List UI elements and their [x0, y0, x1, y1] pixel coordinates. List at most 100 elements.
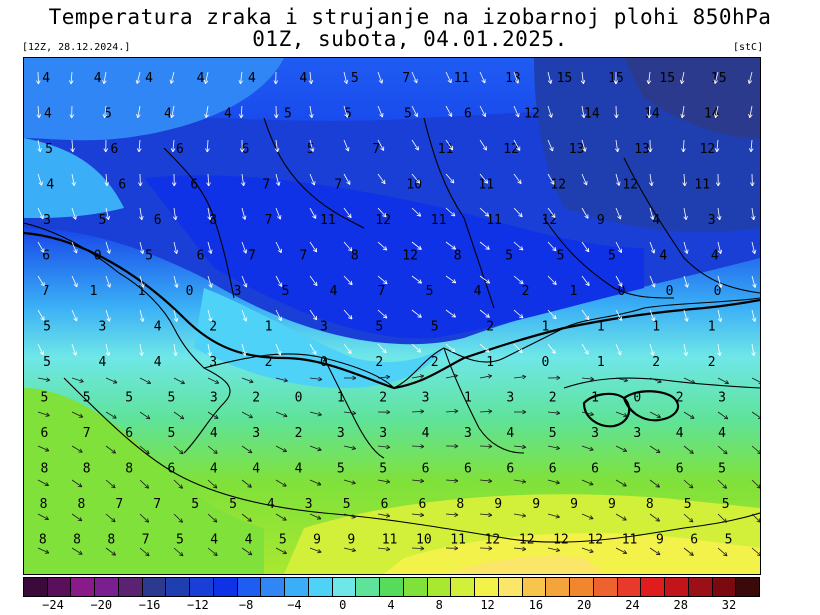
- wind-arrow-icon: [411, 241, 422, 250]
- wind-arrow-head: [352, 547, 356, 552]
- wind-arrow-head: [719, 351, 722, 357]
- wind-arrow-head: [420, 444, 425, 447]
- wind-arrow-head: [754, 249, 757, 254]
- wind-arrow-icon: [683, 173, 686, 187]
- wind-arrow-head: [647, 114, 650, 119]
- contour-value-label: 14: [584, 107, 600, 122]
- legend-swatch: [331, 577, 357, 597]
- wind-arrow-icon: [681, 71, 685, 84]
- wind-arrow-icon: [173, 241, 178, 254]
- wind-arrow-icon: [411, 445, 425, 447]
- wind-arrow-head: [624, 412, 628, 417]
- wind-arrow-head: [488, 514, 493, 518]
- contour-value-label: 4: [474, 284, 482, 299]
- wind-arrow-head: [147, 484, 150, 489]
- contour-value-label: 9: [608, 497, 616, 512]
- wind-arrow-head: [624, 549, 628, 554]
- contour-value-label: 7: [153, 497, 161, 512]
- contour-value-label: 3: [506, 391, 514, 406]
- wind-arrow-head: [386, 513, 391, 517]
- wind-arrow-icon: [547, 343, 556, 354]
- wind-arrow-icon: [136, 71, 141, 84]
- wind-arrow-head: [312, 216, 317, 219]
- wind-arrow-icon: [513, 173, 522, 184]
- wind-arrow-icon: [717, 547, 728, 557]
- contour-value-label: 4: [422, 426, 430, 441]
- wind-arrow-icon: [479, 309, 490, 318]
- legend-tick-label: −24: [42, 598, 64, 612]
- contour-value-label: 12: [402, 249, 418, 264]
- wind-arrow-head: [658, 413, 661, 418]
- wind-arrow-head: [518, 351, 523, 354]
- contour-value-label: 8: [209, 213, 217, 228]
- wind-arrow-icon: [377, 241, 388, 251]
- wind-arrow-head: [556, 377, 561, 381]
- wind-arrow-icon: [173, 309, 178, 322]
- wind-arrow-icon: [445, 105, 453, 117]
- wind-arrow-head: [522, 446, 527, 450]
- wind-arrow-icon: [682, 139, 685, 153]
- wind-arrow-icon: [71, 241, 78, 254]
- wind-arrow-head: [747, 79, 750, 84]
- wind-arrow-head: [111, 554, 116, 556]
- wind-arrow-icon: [309, 479, 322, 486]
- wind-arrow-icon: [547, 309, 557, 320]
- contour-value-label: 5: [505, 249, 513, 264]
- wind-arrow-head: [623, 415, 628, 418]
- wind-arrow-head: [181, 484, 183, 489]
- wind-arrow-icon: [71, 479, 83, 488]
- wind-arrow-head: [653, 317, 656, 322]
- wind-arrow-head: [347, 351, 352, 354]
- wind-arrow-icon: [275, 377, 288, 382]
- wind-arrow-head: [179, 452, 184, 455]
- wind-arrow-head: [454, 514, 459, 517]
- wind-arrow-icon: [749, 105, 753, 118]
- contour-value-label: 11: [431, 213, 447, 228]
- wind-arrow-icon: [513, 275, 524, 285]
- wind-arrow-head: [521, 515, 526, 518]
- wind-arrow-head: [144, 520, 149, 523]
- wind-arrow-head: [36, 114, 40, 119]
- wind-arrow-head: [105, 216, 109, 220]
- wind-arrow-head: [273, 80, 277, 85]
- legend-swatch: [426, 577, 452, 597]
- wind-arrow-head: [45, 379, 50, 382]
- wind-arrow-head: [683, 352, 687, 357]
- wind-arrow-head: [648, 80, 652, 85]
- wind-arrow-icon: [547, 105, 552, 118]
- wind-arrow-head: [653, 351, 655, 356]
- wind-arrow-head: [416, 350, 421, 353]
- wind-arrow-icon: [547, 207, 556, 218]
- wind-arrow-head: [420, 548, 425, 551]
- wind-arrow-head: [657, 381, 662, 384]
- wind-arrow-head: [245, 317, 248, 322]
- wind-arrow-icon: [377, 376, 390, 379]
- wind-arrow-icon: [581, 377, 594, 380]
- wind-arrow-head: [522, 479, 527, 483]
- wind-arrow-head: [240, 80, 244, 85]
- wind-arrow-head: [318, 481, 322, 486]
- wind-arrow-icon: [649, 275, 655, 288]
- contour-value-label: 5: [43, 320, 51, 335]
- contour-value-label: 9: [570, 497, 578, 512]
- wind-arrow-icon: [240, 71, 243, 84]
- wind-arrow-icon: [172, 139, 175, 152]
- wind-arrow-head: [46, 377, 51, 381]
- wind-arrow-icon: [411, 71, 418, 84]
- wind-arrow-head: [147, 518, 150, 523]
- wind-arrow-head: [757, 452, 760, 454]
- wind-arrow-icon: [683, 479, 694, 489]
- wind-arrow-head: [522, 513, 527, 517]
- wind-arrow-head: [173, 182, 177, 187]
- wind-arrow-head: [173, 250, 178, 254]
- wind-arrow-head: [618, 283, 623, 287]
- wind-arrow-icon: [241, 173, 245, 186]
- wind-arrow-icon: [377, 71, 383, 84]
- legend-swatch: [664, 577, 689, 597]
- contour-value-label: 15: [659, 71, 675, 86]
- wind-arrow-head: [79, 381, 84, 383]
- wind-arrow-icon: [207, 411, 219, 419]
- wind-arrow-head: [310, 80, 314, 85]
- wind-arrow-icon: [751, 445, 760, 454]
- wind-arrow-head: [106, 250, 110, 254]
